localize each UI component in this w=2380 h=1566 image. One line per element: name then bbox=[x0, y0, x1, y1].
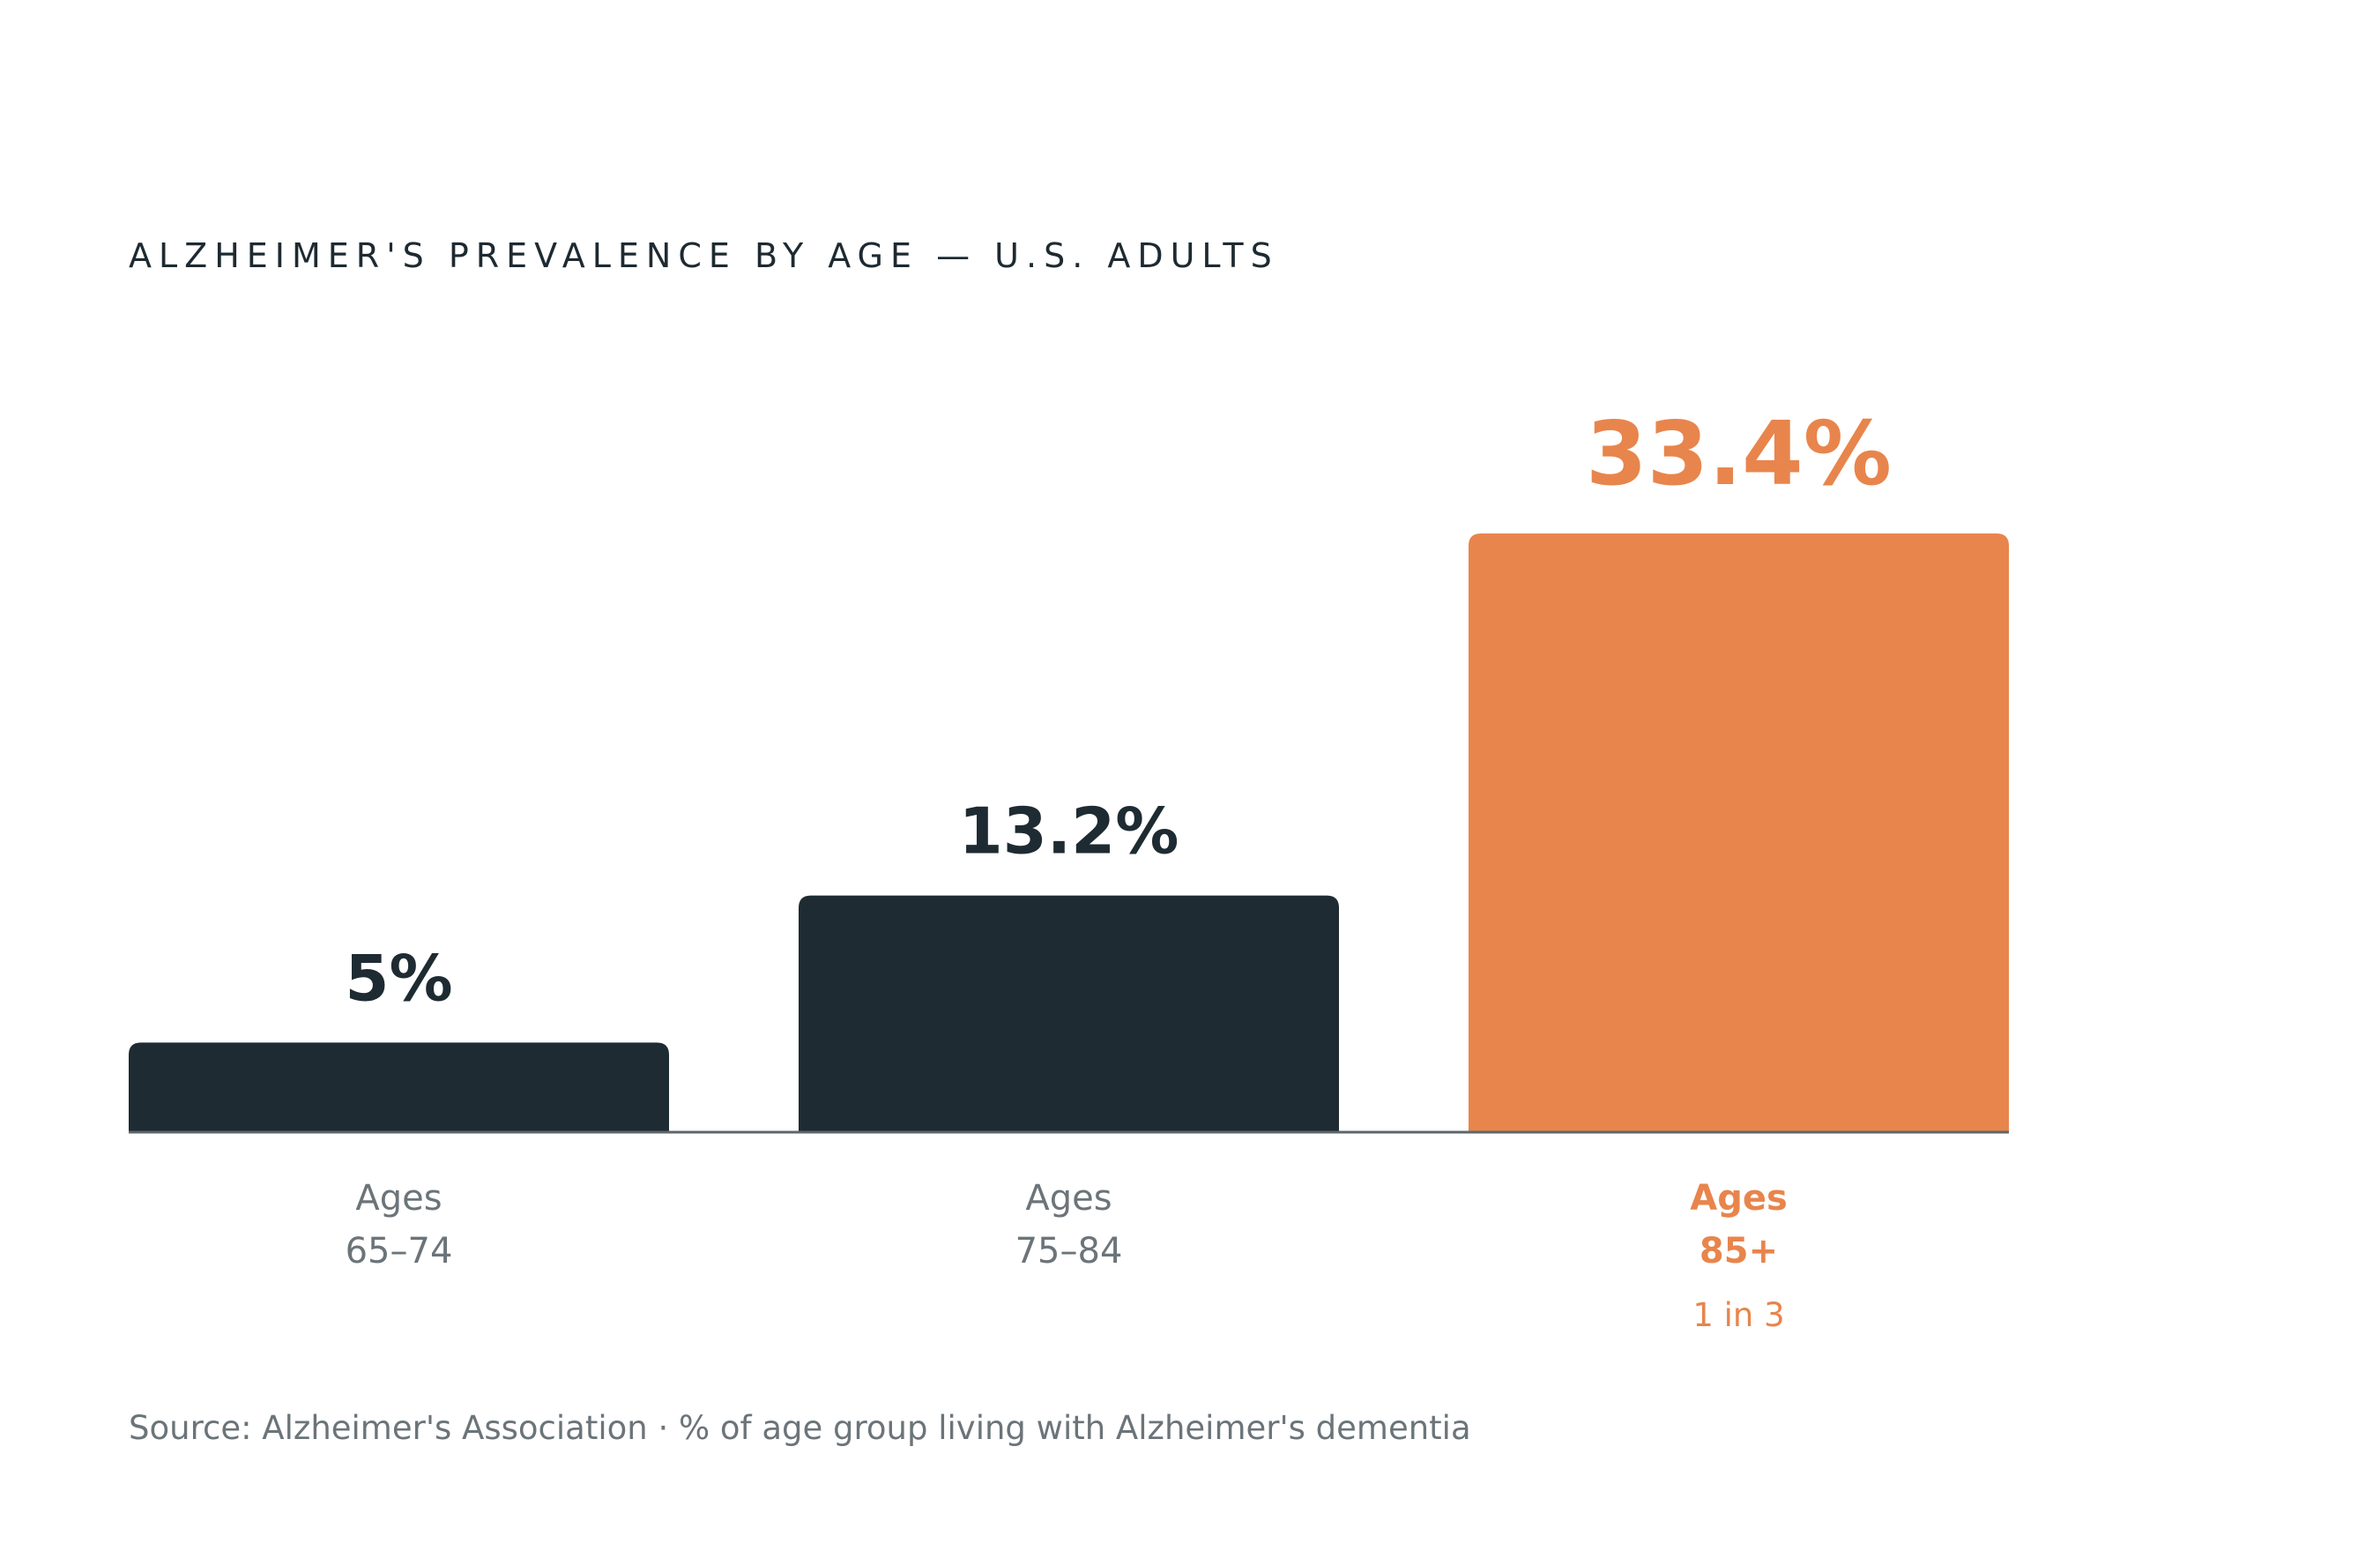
category-label-3-line-1: Ages bbox=[1690, 1178, 1788, 1219]
category-label-2-line-2: 75–84 bbox=[1015, 1231, 1123, 1271]
category-label-3-line-2: 85+ bbox=[1699, 1231, 1778, 1271]
bar-2 bbox=[799, 895, 1339, 1132]
bar-3 bbox=[1469, 533, 2009, 1132]
value-label-3: 33.4% bbox=[1586, 402, 1892, 505]
chart-title: ALZHEIMER'S PREVALENCE BY AGE — U.S. ADU… bbox=[129, 236, 1279, 275]
value-label-2: 13.2% bbox=[959, 794, 1179, 869]
value-label-1: 5% bbox=[345, 941, 452, 1015]
annotation-1: 1 in 3 bbox=[1692, 1296, 1784, 1334]
labels-layer: 5% Ages 65–74 13.2% Ages 75–84 33.4% Ages 85+ 1 i… bbox=[345, 402, 1892, 1334]
source-note: Source: Alzheimer's Association · % of a… bbox=[129, 1409, 1471, 1447]
category-label-2-line-1: Ages bbox=[1025, 1178, 1112, 1219]
bars-layer bbox=[129, 533, 2009, 1132]
bar-1 bbox=[129, 1042, 669, 1132]
category-label-1-line-1: Ages bbox=[355, 1178, 442, 1219]
category-label-1-line-2: 65–74 bbox=[346, 1231, 453, 1271]
